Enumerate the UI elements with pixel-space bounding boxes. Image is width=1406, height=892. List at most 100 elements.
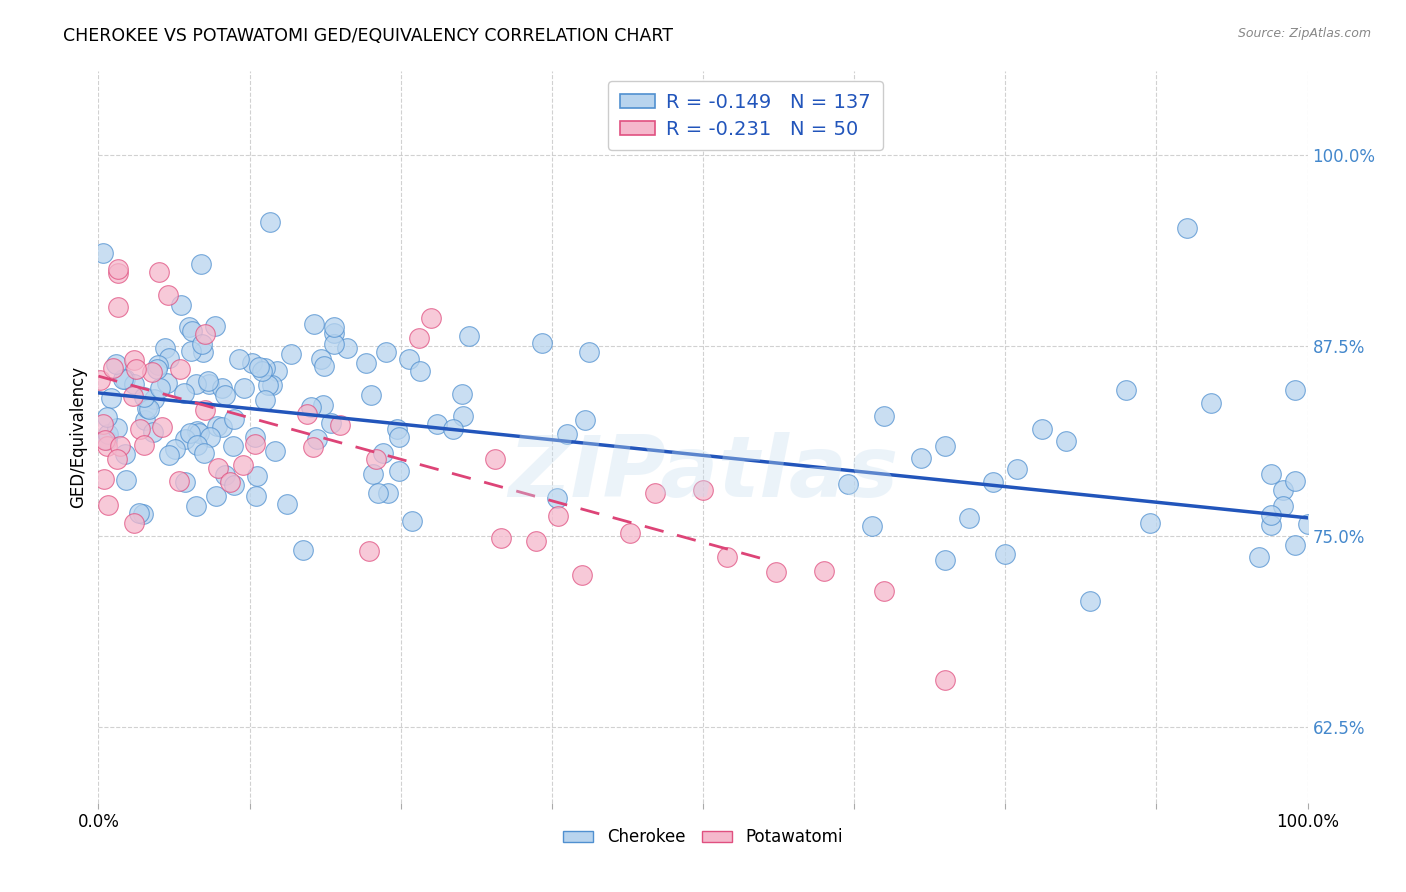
- Point: [146, 359, 169, 373]
- Point: [184, 376, 207, 391]
- Point: [873, 409, 896, 423]
- Point: [228, 351, 250, 366]
- Point: [387, 422, 409, 436]
- Point: [243, 430, 266, 444]
- Point: [323, 337, 346, 351]
- Point: [108, 439, 131, 453]
- Point: [312, 398, 335, 412]
- Point: [557, 427, 579, 442]
- Point: [107, 261, 129, 276]
- Point: [524, 533, 547, 548]
- Point: [181, 324, 204, 338]
- Text: Source: ZipAtlas.com: Source: ZipAtlas.com: [1237, 27, 1371, 40]
- Point: [165, 442, 187, 456]
- Point: [141, 365, 163, 379]
- Point: [329, 417, 352, 432]
- Point: [408, 331, 430, 345]
- Point: [198, 376, 221, 391]
- Point: [1260, 508, 1282, 523]
- Point: [276, 497, 298, 511]
- Point: [156, 376, 179, 390]
- Point: [1007, 462, 1029, 476]
- Point: [243, 437, 266, 451]
- Point: [153, 341, 176, 355]
- Point: [214, 388, 236, 402]
- Point: [360, 388, 382, 402]
- Point: [491, 531, 513, 545]
- Point: [186, 424, 208, 438]
- Point: [174, 475, 197, 489]
- Point: [388, 465, 411, 479]
- Point: [253, 392, 276, 407]
- Point: [692, 483, 714, 498]
- Point: [367, 485, 389, 500]
- Point: [1260, 467, 1282, 481]
- Point: [547, 509, 569, 524]
- Point: [211, 420, 233, 434]
- Point: [314, 359, 336, 373]
- Point: [190, 257, 212, 271]
- Point: [408, 364, 430, 378]
- Point: [571, 568, 593, 582]
- Point: [860, 519, 883, 533]
- Point: [124, 376, 146, 391]
- Point: [197, 374, 219, 388]
- Point: [107, 266, 129, 280]
- Point: [401, 514, 423, 528]
- Point: [157, 288, 180, 302]
- Point: [1284, 538, 1306, 552]
- Point: [252, 363, 274, 377]
- Point: [371, 445, 394, 459]
- Point: [179, 320, 201, 334]
- Point: [837, 477, 859, 491]
- Point: [142, 425, 165, 439]
- Point: [388, 430, 411, 444]
- Point: [148, 265, 170, 279]
- Point: [96, 439, 118, 453]
- Point: [266, 364, 288, 378]
- Point: [873, 583, 896, 598]
- Point: [1249, 549, 1271, 564]
- Point: [186, 438, 208, 452]
- Point: [1078, 594, 1101, 608]
- Point: [142, 392, 165, 406]
- Point: [309, 351, 332, 366]
- Point: [263, 444, 285, 458]
- Point: [179, 425, 201, 440]
- Legend: Cherokee, Potawatomi: Cherokee, Potawatomi: [557, 822, 849, 853]
- Point: [419, 311, 441, 326]
- Point: [1115, 383, 1137, 397]
- Point: [186, 499, 208, 513]
- Point: [173, 386, 195, 401]
- Point: [377, 486, 399, 500]
- Point: [257, 377, 280, 392]
- Point: [194, 326, 217, 341]
- Point: [319, 417, 342, 431]
- Point: [910, 450, 932, 465]
- Point: [957, 511, 980, 525]
- Point: [207, 460, 229, 475]
- Point: [169, 361, 191, 376]
- Text: ZIPatlas: ZIPatlas: [508, 432, 898, 516]
- Point: [1260, 517, 1282, 532]
- Point: [218, 475, 240, 490]
- Point: [129, 421, 152, 435]
- Point: [441, 422, 464, 436]
- Point: [336, 341, 359, 355]
- Point: [1272, 483, 1295, 497]
- Point: [169, 474, 191, 488]
- Point: [222, 478, 245, 492]
- Point: [157, 448, 180, 462]
- Point: [224, 412, 246, 426]
- Point: [451, 387, 474, 401]
- Point: [122, 516, 145, 530]
- Point: [174, 432, 197, 446]
- Point: [193, 446, 215, 460]
- Point: [934, 673, 956, 688]
- Point: [578, 345, 600, 359]
- Point: [302, 317, 325, 331]
- Point: [291, 543, 314, 558]
- Point: [484, 452, 506, 467]
- Point: [114, 372, 136, 386]
- Point: [458, 329, 481, 343]
